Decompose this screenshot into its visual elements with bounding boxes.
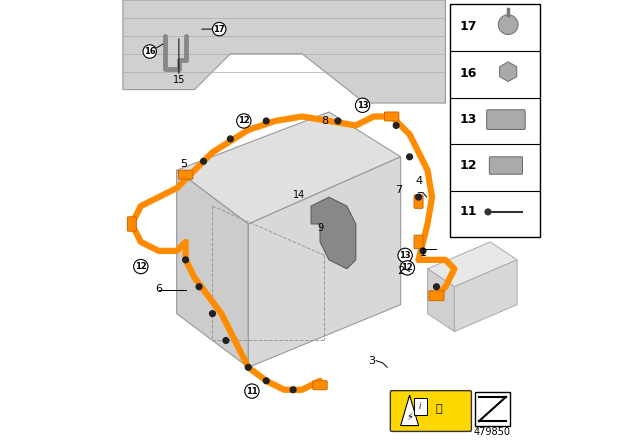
- Circle shape: [392, 122, 400, 129]
- Circle shape: [400, 261, 415, 275]
- Circle shape: [134, 259, 148, 274]
- Text: 9: 9: [317, 224, 323, 233]
- Circle shape: [143, 45, 157, 58]
- Polygon shape: [248, 157, 401, 367]
- Text: 13: 13: [399, 251, 411, 260]
- Circle shape: [200, 158, 207, 165]
- FancyBboxPatch shape: [313, 381, 327, 390]
- FancyBboxPatch shape: [490, 157, 522, 174]
- Circle shape: [398, 248, 412, 263]
- Circle shape: [209, 310, 216, 317]
- Circle shape: [182, 256, 189, 263]
- Polygon shape: [428, 269, 454, 332]
- Text: 2: 2: [397, 266, 404, 276]
- Text: 12: 12: [459, 159, 477, 172]
- Text: 16: 16: [459, 66, 477, 80]
- Circle shape: [419, 247, 427, 254]
- Text: 17: 17: [459, 20, 477, 34]
- Polygon shape: [177, 170, 248, 367]
- Text: 12: 12: [135, 262, 147, 271]
- Text: 5: 5: [180, 159, 187, 168]
- Polygon shape: [177, 112, 401, 224]
- FancyBboxPatch shape: [450, 4, 540, 237]
- Text: 16: 16: [144, 47, 156, 56]
- FancyBboxPatch shape: [486, 110, 525, 129]
- FancyBboxPatch shape: [429, 291, 444, 301]
- Text: 8: 8: [321, 116, 328, 126]
- Text: 7: 7: [395, 185, 402, 195]
- Text: i: i: [419, 402, 422, 411]
- Polygon shape: [428, 242, 517, 287]
- Circle shape: [244, 364, 252, 371]
- Text: 17: 17: [213, 25, 225, 34]
- Text: 12: 12: [238, 116, 250, 125]
- Circle shape: [195, 283, 203, 290]
- FancyBboxPatch shape: [179, 170, 193, 179]
- Circle shape: [406, 153, 413, 160]
- FancyBboxPatch shape: [414, 195, 423, 208]
- FancyBboxPatch shape: [390, 391, 472, 431]
- Circle shape: [484, 208, 492, 215]
- Circle shape: [244, 384, 259, 398]
- Text: 6: 6: [156, 284, 162, 294]
- Text: 4: 4: [415, 177, 422, 186]
- Text: 1: 1: [420, 248, 426, 258]
- Polygon shape: [401, 395, 419, 426]
- Text: 13: 13: [459, 113, 477, 126]
- Text: 🧤: 🧤: [435, 404, 442, 414]
- Circle shape: [355, 98, 370, 112]
- Text: 12: 12: [401, 263, 413, 272]
- Circle shape: [262, 117, 270, 125]
- FancyBboxPatch shape: [475, 392, 511, 426]
- Text: 14: 14: [293, 190, 305, 200]
- Text: 15: 15: [173, 75, 185, 85]
- Text: 13: 13: [356, 101, 369, 110]
- Text: ⚡: ⚡: [406, 412, 413, 422]
- Text: 3: 3: [368, 356, 375, 366]
- Circle shape: [334, 117, 342, 125]
- Circle shape: [262, 377, 270, 384]
- Polygon shape: [454, 260, 517, 332]
- Circle shape: [499, 15, 518, 34]
- Polygon shape: [123, 0, 445, 103]
- Text: 11: 11: [246, 387, 258, 396]
- FancyBboxPatch shape: [127, 217, 136, 231]
- Circle shape: [222, 337, 230, 344]
- Text: 11: 11: [459, 205, 477, 219]
- Circle shape: [237, 114, 251, 128]
- Polygon shape: [311, 197, 356, 269]
- Text: 479850: 479850: [474, 427, 511, 437]
- Circle shape: [289, 386, 297, 393]
- FancyBboxPatch shape: [414, 398, 427, 415]
- FancyBboxPatch shape: [385, 112, 399, 121]
- FancyBboxPatch shape: [414, 235, 423, 249]
- Circle shape: [433, 283, 440, 290]
- Circle shape: [212, 22, 226, 36]
- Circle shape: [227, 135, 234, 142]
- Circle shape: [415, 194, 422, 201]
